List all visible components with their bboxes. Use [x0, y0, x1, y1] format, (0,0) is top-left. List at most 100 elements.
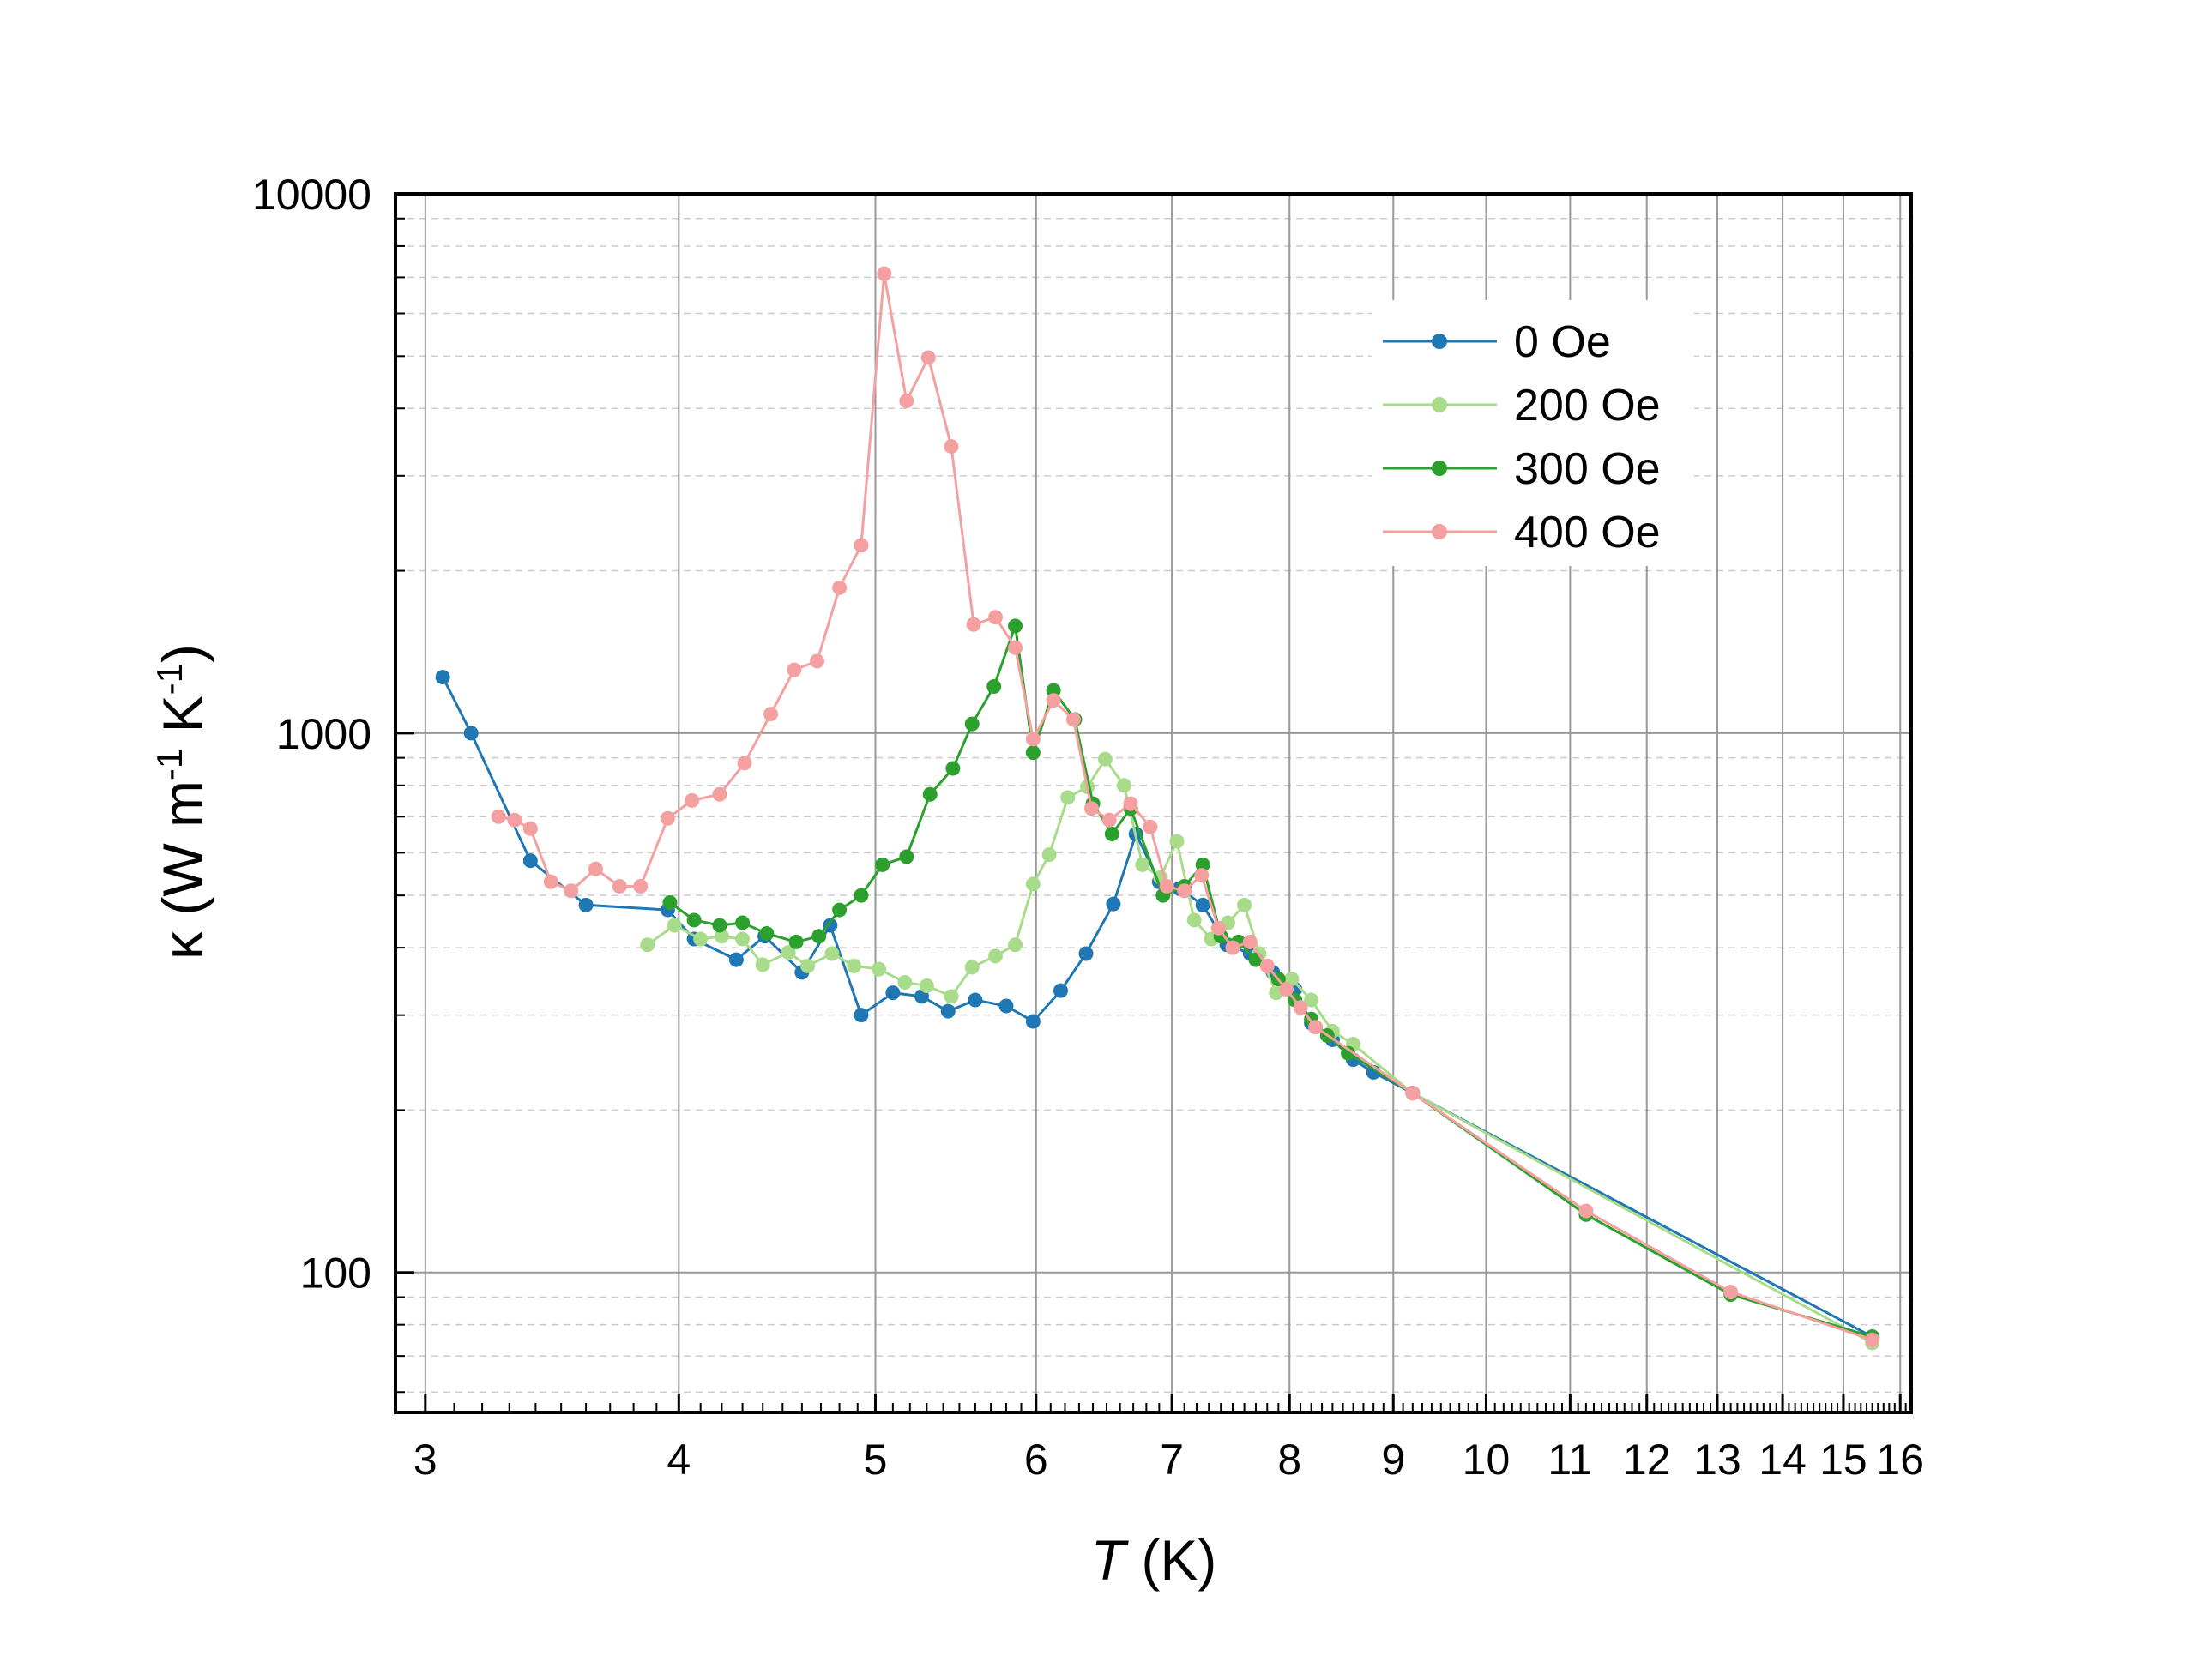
x-tick-label: 4: [667, 1436, 691, 1484]
y-tick-label: 1000: [276, 710, 371, 758]
data-point: [919, 978, 934, 993]
data-point: [1177, 883, 1192, 899]
x-tick-label: 5: [864, 1436, 888, 1484]
data-point: [940, 1003, 956, 1019]
data-point: [1060, 790, 1076, 805]
x-tick-label: 9: [1381, 1436, 1405, 1484]
data-point: [728, 952, 744, 967]
data-point: [507, 812, 522, 828]
data-point: [1293, 1000, 1308, 1015]
legend-marker-300-oe: [1432, 461, 1447, 476]
series-layer: [435, 266, 1880, 1351]
plot-frame: [394, 192, 1913, 1414]
y-axis-title-part: ): [151, 644, 214, 663]
x-tick-label: 15: [1819, 1436, 1867, 1484]
data-point: [945, 761, 961, 776]
data-point: [1194, 868, 1210, 883]
series-line: [646, 756, 1873, 1345]
data-point: [1723, 1284, 1739, 1299]
data-point: [522, 821, 538, 836]
data-point: [1041, 847, 1057, 863]
data-point: [877, 266, 892, 281]
x-axis-title-symbol: T: [1091, 1528, 1130, 1592]
data-point: [1046, 693, 1061, 708]
data-point: [1405, 1086, 1421, 1101]
x-tick-label: 11: [1547, 1436, 1592, 1484]
data-point: [1341, 1045, 1356, 1061]
y-axis-title-exponent: -1: [149, 749, 190, 780]
x-tick-label: 3: [413, 1436, 437, 1484]
data-point: [1308, 1020, 1324, 1035]
tick-labels: 3 4 5 6 7 8 9 10 11 12 13 14 15 16 100 1000 10000: [252, 171, 1924, 1484]
data-point: [685, 792, 700, 808]
data-point: [633, 878, 649, 894]
data-point: [922, 786, 938, 802]
legend-label-400-oe: 400 Oe: [1514, 508, 1661, 557]
data-point: [714, 929, 729, 944]
y-tick-label: 10000: [252, 171, 371, 219]
x-axis-title-unit: (K): [1125, 1528, 1216, 1592]
data-point: [1008, 640, 1023, 655]
data-point: [1008, 618, 1023, 634]
x-tick-label: 16: [1876, 1436, 1924, 1484]
data-point: [944, 989, 959, 1004]
data-point: [1097, 751, 1113, 767]
data-point: [811, 929, 827, 944]
legend: 0 Oe 200 Oe 300 Oe 400 Oe: [1372, 300, 1694, 566]
data-point: [899, 849, 914, 864]
data-point: [800, 958, 816, 973]
data-point: [1053, 983, 1068, 998]
data-point: [885, 985, 901, 1001]
data-point: [1008, 937, 1023, 953]
data-point: [1865, 1332, 1880, 1347]
data-point: [854, 538, 869, 553]
data-point: [1025, 876, 1041, 892]
data-point: [1065, 712, 1081, 727]
data-point: [578, 897, 594, 912]
data-point: [823, 918, 838, 933]
data-point: [824, 946, 840, 961]
x-tick-label: 8: [1277, 1436, 1301, 1484]
y-axis-title: κ (W m-1 K-1): [149, 644, 214, 960]
data-point: [998, 998, 1014, 1014]
series-line: [441, 676, 1873, 1339]
data-point: [854, 1008, 869, 1023]
data-point: [872, 961, 887, 977]
data-point: [543, 874, 558, 889]
data-point: [897, 975, 913, 991]
legend-label-200-oe: 200 Oe: [1514, 381, 1661, 431]
series-200-oe: [640, 751, 1880, 1351]
data-point: [640, 937, 655, 953]
data-point: [1101, 812, 1117, 828]
data-point: [832, 580, 848, 595]
data-point: [1135, 857, 1150, 872]
legend-label-300-oe: 300 Oe: [1514, 444, 1661, 494]
x-tick-label: 6: [1024, 1436, 1048, 1484]
data-point: [944, 439, 959, 455]
data-point: [1025, 745, 1041, 761]
data-point: [1143, 819, 1158, 834]
data-point: [662, 894, 678, 910]
data-point: [1046, 683, 1061, 698]
data-point: [491, 809, 506, 824]
data-point: [463, 726, 479, 741]
data-point: [1123, 796, 1138, 811]
data-point: [686, 912, 702, 928]
data-point: [612, 878, 627, 894]
data-point: [1106, 896, 1121, 912]
legend-item: 400 Oe: [1383, 508, 1661, 557]
data-point: [588, 861, 603, 876]
data-point: [1025, 732, 1041, 747]
data-point: [660, 810, 675, 826]
data-point: [759, 926, 775, 942]
legend-box: [1372, 300, 1694, 566]
data-point: [964, 960, 980, 975]
data-point: [1278, 982, 1294, 997]
data-point: [788, 934, 804, 949]
data-point: [1578, 1203, 1594, 1219]
data-point: [986, 679, 1002, 695]
y-axis-title-part: K: [151, 695, 214, 748]
data-point: [667, 918, 682, 933]
data-point: [781, 945, 796, 960]
data-point: [737, 756, 752, 771]
